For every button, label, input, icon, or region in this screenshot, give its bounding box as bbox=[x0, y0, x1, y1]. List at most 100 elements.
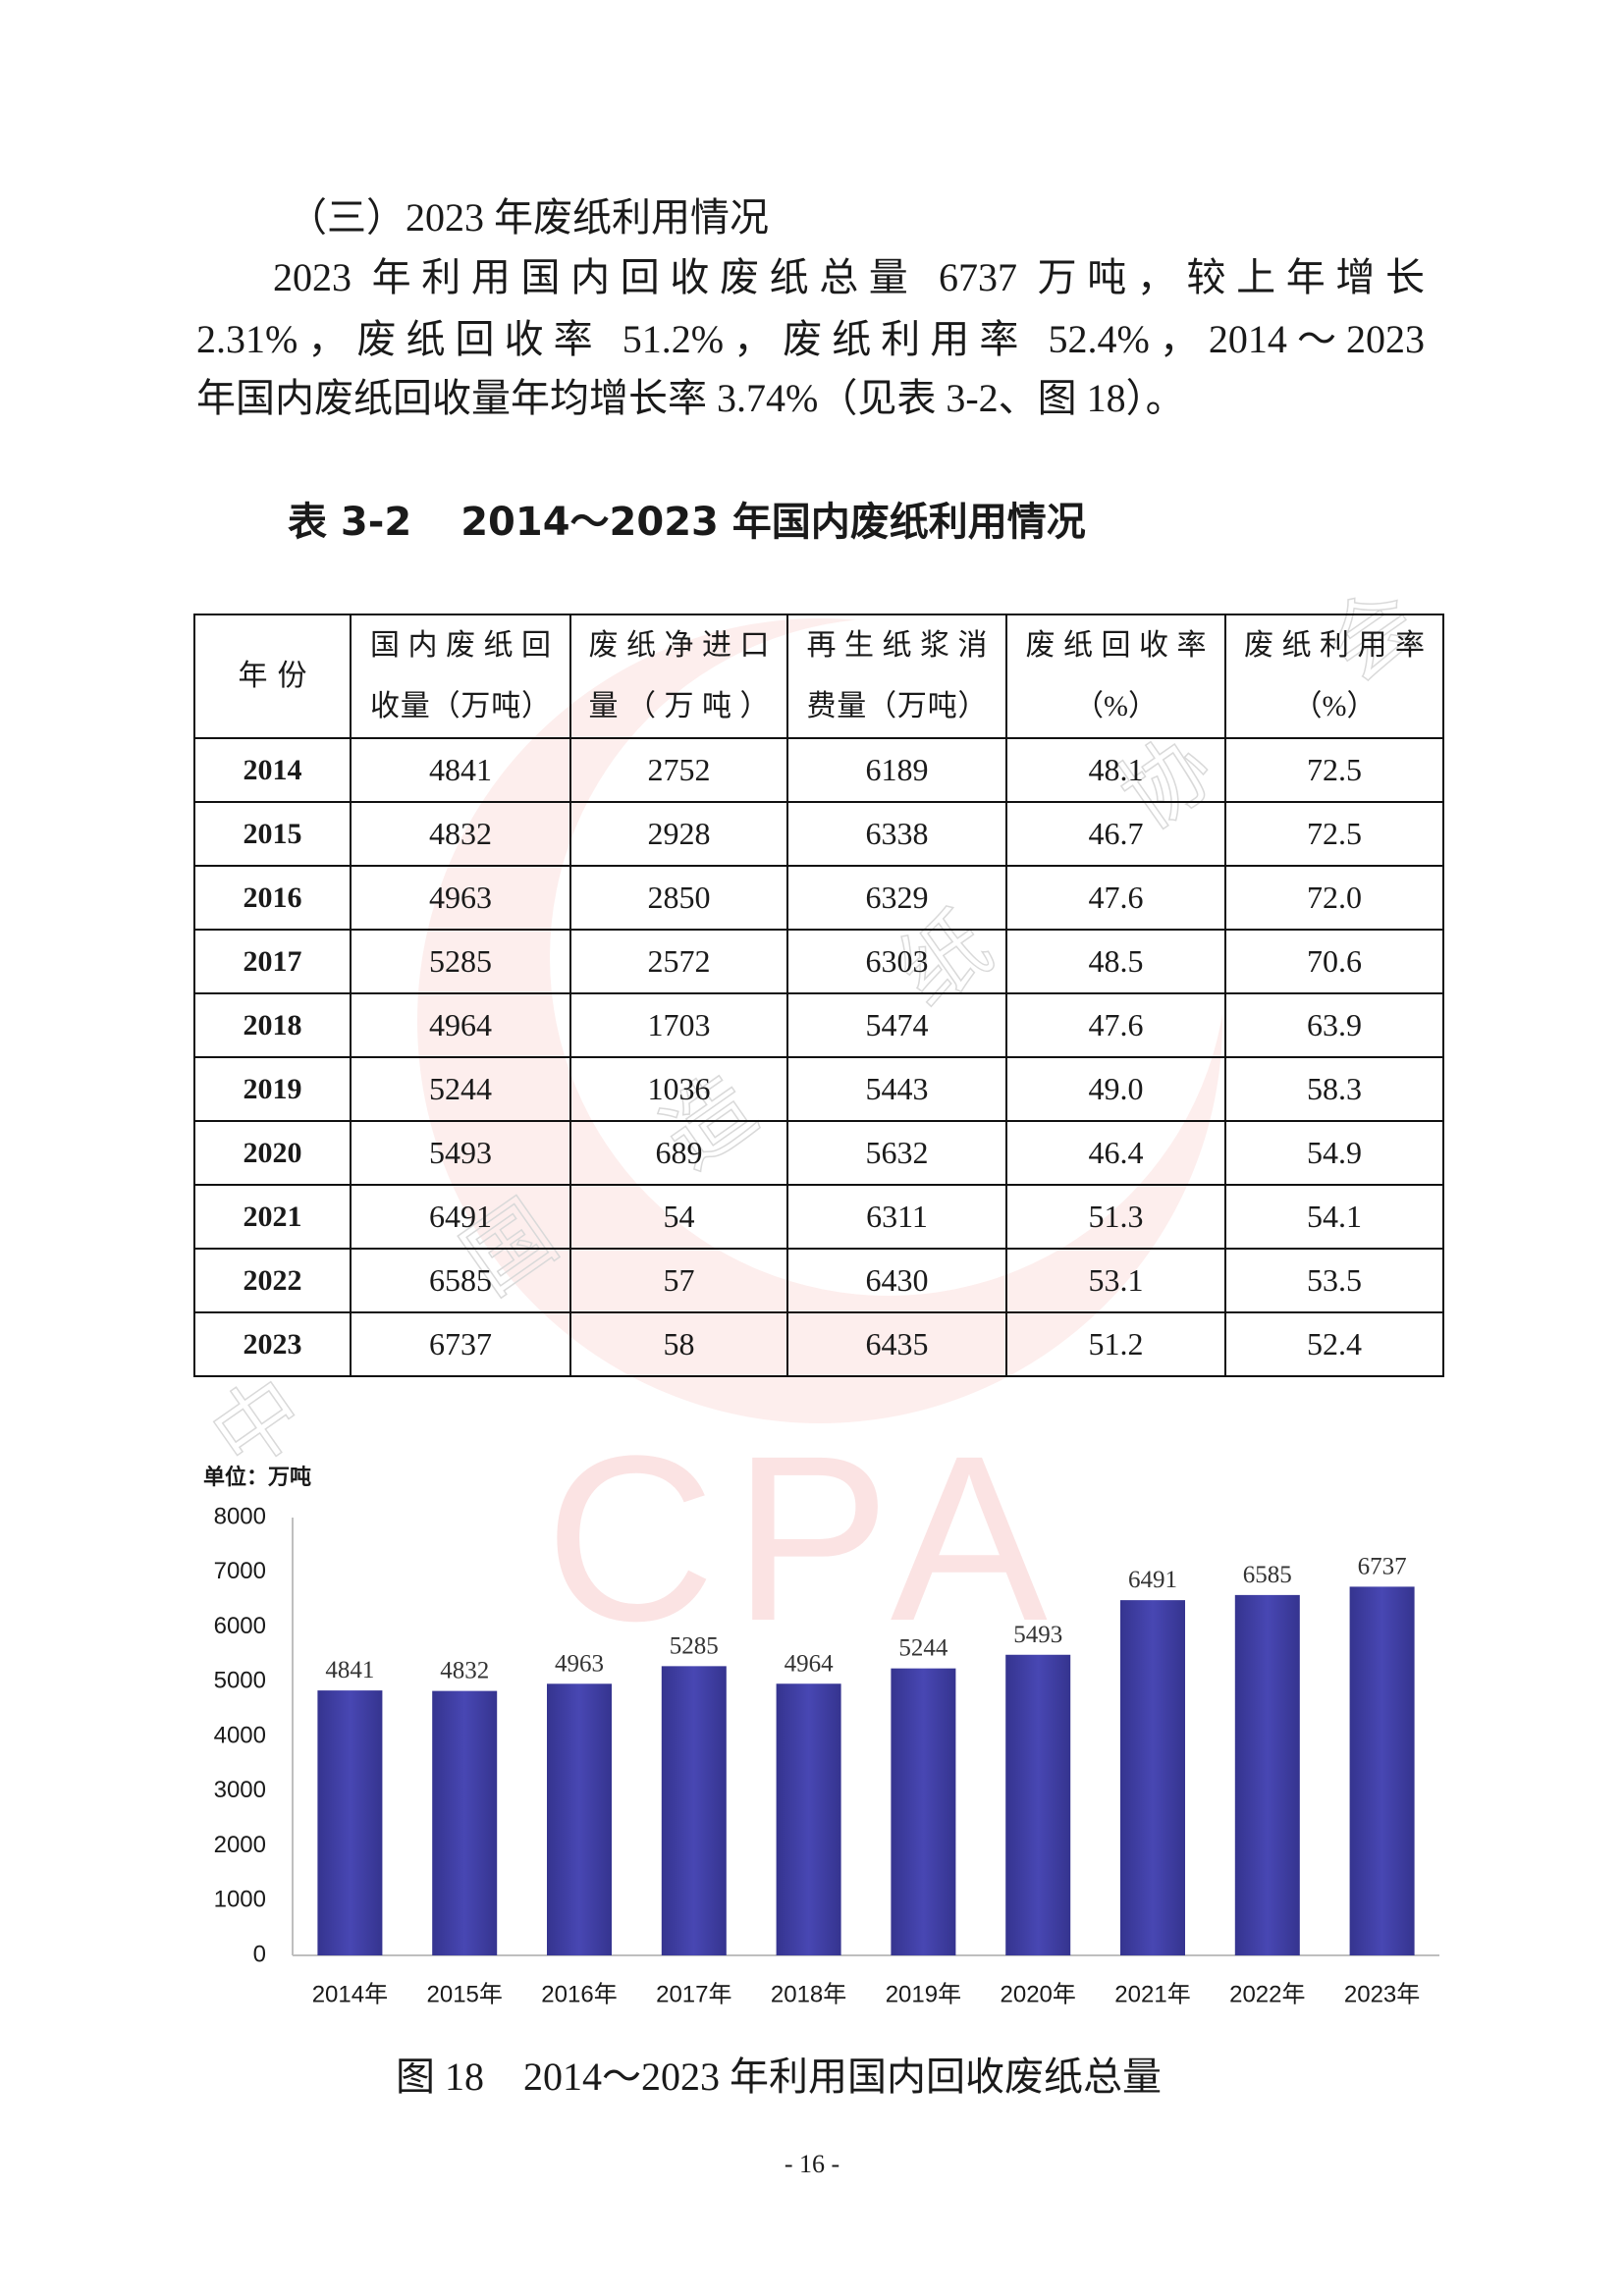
x-tick-label: 2015年 bbox=[427, 1981, 503, 2007]
table-cell: 46.7 bbox=[1005, 801, 1226, 867]
table-row: 2014 4841 2752 6189 48.1 72.5 bbox=[193, 737, 1444, 803]
x-tick-label: 2014年 bbox=[312, 1981, 388, 2007]
table-row: 2022 6585 57 6430 53.1 53.5 bbox=[193, 1248, 1444, 1313]
table-cell: 54.9 bbox=[1224, 1120, 1444, 1186]
table-body: 2014 4841 2752 6189 48.1 72.5 2015 4832 2928 6338… bbox=[193, 737, 1444, 1377]
table-year-cell: 2023 bbox=[193, 1311, 352, 1377]
x-tick-label: 2016年 bbox=[541, 1981, 617, 2007]
table-year-cell: 2014 bbox=[193, 737, 352, 803]
table-cell: 6338 bbox=[786, 801, 1007, 867]
bar bbox=[1120, 1600, 1185, 1955]
table-cell: 6435 bbox=[786, 1311, 1007, 1377]
table-header-cell: 废纸净进口 量（万吨） bbox=[569, 614, 788, 739]
table-cell: 5493 bbox=[350, 1120, 571, 1186]
table-header-text: 费量（万吨） bbox=[806, 690, 988, 722]
x-tick-label: 2020年 bbox=[1001, 1981, 1076, 2007]
table-cell: 6737 bbox=[350, 1311, 571, 1377]
table-header-text: 废纸回收率 bbox=[1025, 629, 1207, 662]
figure-caption: 图 18 2014～2023 年利用国内回收废纸总量 bbox=[396, 2052, 1162, 2103]
table-title-text: 2014～2023 年国内废纸利用情况 bbox=[460, 500, 1086, 545]
table-header-cell: 年份 bbox=[193, 614, 352, 739]
table-cell: 51.2 bbox=[1005, 1311, 1226, 1377]
table-cell: 5632 bbox=[786, 1120, 1007, 1186]
table-header-text: （%） bbox=[1292, 690, 1377, 722]
table-header-text: 量（万吨） bbox=[588, 690, 770, 722]
paragraph-line: 2023 年利用国内回收废纸总量 6737 万吨，较上年增长 bbox=[273, 255, 1425, 299]
table-cell: 4963 bbox=[350, 865, 571, 931]
x-tick-label: 2023年 bbox=[1344, 1981, 1420, 2007]
bar-data-label: 4832 bbox=[440, 1658, 489, 1684]
x-tick-label: 2017年 bbox=[656, 1981, 731, 2007]
bar bbox=[547, 1683, 612, 1955]
table-cell: 46.4 bbox=[1005, 1120, 1226, 1186]
paragraph-line: 2.31%，废纸回收率 51.2%，废纸利用率 52.4%，2014～2023 bbox=[196, 317, 1425, 361]
x-tick-label: 2019年 bbox=[886, 1981, 961, 2007]
table-cell: 2850 bbox=[569, 865, 788, 931]
table-cell: 6329 bbox=[786, 865, 1007, 931]
bar bbox=[661, 1666, 727, 1955]
table-cell: 52.4 bbox=[1224, 1311, 1444, 1377]
bar-data-label: 6585 bbox=[1243, 1562, 1292, 1588]
table-year-cell: 2017 bbox=[193, 929, 352, 994]
table-row: 2017 5285 2572 6303 48.5 70.6 bbox=[193, 929, 1444, 994]
table-cell: 63.9 bbox=[1224, 992, 1444, 1058]
table-header-text: 废纸利用率 bbox=[1244, 629, 1425, 662]
table-row: 2018 4964 1703 5474 47.6 63.9 bbox=[193, 992, 1444, 1058]
table-cell: 48.1 bbox=[1005, 737, 1226, 803]
table-row: 2016 4963 2850 6329 47.6 72.0 bbox=[193, 865, 1444, 931]
bar-data-label: 4841 bbox=[325, 1657, 374, 1683]
table-year-cell: 2021 bbox=[193, 1184, 352, 1250]
figure-label: 图 18 bbox=[396, 2055, 484, 2099]
x-tick-label: 2021年 bbox=[1114, 1981, 1190, 2007]
bar bbox=[776, 1683, 841, 1955]
bar-data-label: 5244 bbox=[898, 1635, 948, 1662]
table-year-cell: 2016 bbox=[193, 865, 352, 931]
bar-data-label: 6491 bbox=[1128, 1567, 1177, 1593]
table-cell: 2928 bbox=[569, 801, 788, 867]
table-cell: 54.1 bbox=[1224, 1184, 1444, 1250]
table-title: 表 3-2 2014～2023 年国内废纸利用情况 bbox=[288, 496, 1086, 549]
y-tick-label: 7000 bbox=[214, 1558, 266, 1584]
bar-data-label: 4963 bbox=[555, 1650, 604, 1677]
table-header-cell: 废纸利用率 （%） bbox=[1224, 614, 1444, 739]
table-header-cell: 国内废纸回 收量（万吨） bbox=[350, 614, 571, 739]
table-cell: 54 bbox=[569, 1184, 788, 1250]
table-header-text: （%） bbox=[1074, 690, 1158, 722]
table-cell: 5474 bbox=[786, 992, 1007, 1058]
table-cell: 72.5 bbox=[1224, 801, 1444, 867]
table-row: 2020 5493 689 5632 46.4 54.9 bbox=[193, 1120, 1444, 1186]
y-tick-label: 0 bbox=[253, 1941, 266, 1967]
table-cell: 58.3 bbox=[1224, 1056, 1444, 1122]
table-cell: 2752 bbox=[569, 737, 788, 803]
table-cell: 6311 bbox=[786, 1184, 1007, 1250]
chart-unit-label: 单位：万吨 bbox=[203, 1465, 312, 1489]
table-cell: 6303 bbox=[786, 929, 1007, 994]
table-year-cell: 2022 bbox=[193, 1248, 352, 1313]
table-header-row: 年份 国内废纸回 收量（万吨） 废纸净进口 量（万吨） 再生纸浆消 费量（万吨） 废纸回收率（… bbox=[193, 614, 1444, 739]
table-cell: 5285 bbox=[350, 929, 571, 994]
y-tick-label: 1000 bbox=[214, 1887, 266, 1913]
table-row: 2023 6737 58 6435 51.2 52.4 bbox=[193, 1311, 1444, 1377]
table-cell: 6585 bbox=[350, 1248, 571, 1313]
data-table: 年份 国内废纸回 收量（万吨） 废纸净进口 量（万吨） 再生纸浆消 费量（万吨） 废纸回收率（… bbox=[193, 614, 1444, 1377]
table-cell: 72.0 bbox=[1224, 865, 1444, 931]
table-cell: 1036 bbox=[569, 1056, 788, 1122]
table-cell: 58 bbox=[569, 1311, 788, 1377]
bar bbox=[891, 1668, 956, 1955]
table-cell: 53.5 bbox=[1224, 1248, 1444, 1313]
bar-chart: 0 1000 2000 3000 4000 5000 6000 7000 8000 4841 201… bbox=[214, 1503, 1439, 2007]
y-tick-label: 2000 bbox=[214, 1832, 266, 1858]
bar bbox=[432, 1690, 498, 1955]
section-heading: （三）2023 年废纸利用情况 bbox=[288, 195, 769, 240]
table-cell: 57 bbox=[569, 1248, 788, 1313]
table-cell: 6189 bbox=[786, 737, 1007, 803]
table-cell: 689 bbox=[569, 1120, 788, 1186]
y-tick-label: 4000 bbox=[214, 1722, 266, 1748]
bar-data-label: 5285 bbox=[670, 1632, 719, 1659]
table-cell: 47.6 bbox=[1005, 865, 1226, 931]
table-cell: 53.1 bbox=[1005, 1248, 1226, 1313]
table-cell: 4841 bbox=[350, 737, 571, 803]
x-tick-label: 2018年 bbox=[771, 1981, 846, 2007]
table-cell: 4964 bbox=[350, 992, 571, 1058]
table-header-cell: 废纸回收率 （%） bbox=[1005, 614, 1226, 739]
